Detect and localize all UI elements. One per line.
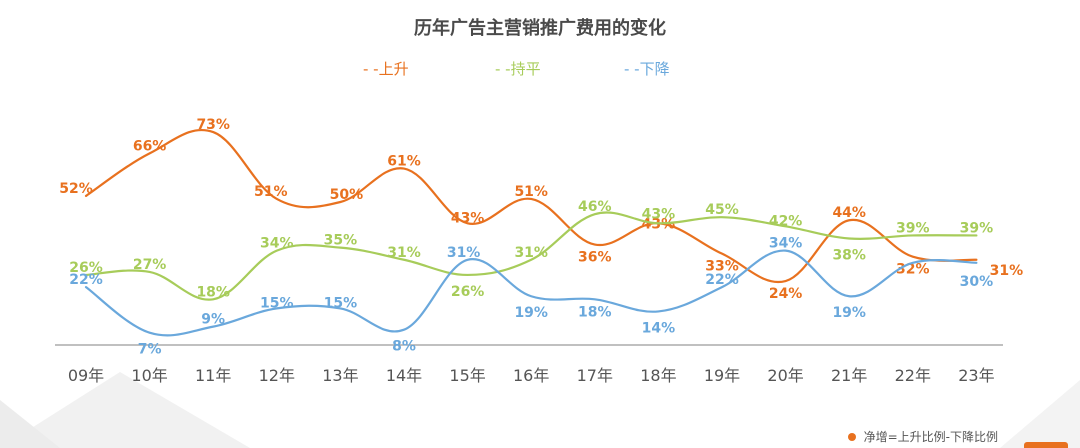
data-label-flat: 31%	[514, 245, 548, 261]
data-label-flat: 43%	[642, 206, 676, 222]
data-label-down: 22%	[69, 272, 103, 288]
x-tick-label: 14年	[386, 366, 422, 385]
x-tick-label: 13年	[322, 366, 358, 385]
data-label-down: 19%	[832, 305, 866, 321]
note-text: 净增=上升比例-下降比例	[863, 430, 998, 444]
x-tick-label: 23年	[958, 366, 994, 385]
data-label-flat: 39%	[960, 220, 994, 236]
data-label-up: 73%	[196, 117, 230, 133]
data-label-up: 61%	[387, 154, 421, 170]
x-tick-label: 19年	[704, 366, 740, 385]
legend-label-down: - -下降	[624, 60, 670, 78]
data-label-flat: 34%	[260, 236, 294, 252]
series-line-flat	[84, 211, 978, 301]
data-label-up: 33%	[705, 259, 739, 275]
x-tick-label: 11年	[195, 366, 231, 385]
data-label-up: 51%	[254, 184, 288, 200]
data-label-down: 15%	[324, 295, 358, 311]
data-label-down: 15%	[260, 295, 294, 311]
data-label-flat: 26%	[451, 284, 485, 300]
x-tick-label: 20年	[767, 366, 803, 385]
legend-item-up: - -上升	[363, 58, 409, 79]
data-label-down: 8%	[392, 339, 416, 355]
x-tick-label: 22年	[895, 366, 931, 385]
data-label-down: 18%	[578, 304, 612, 320]
x-tick-label: 15年	[449, 366, 485, 385]
legend-item-flat: - -持平	[495, 58, 541, 79]
x-tick-label: 10年	[131, 366, 167, 385]
x-tick-label: 09年	[68, 366, 104, 385]
data-label-down: 30%	[960, 274, 994, 290]
data-label-flat: 42%	[769, 213, 803, 229]
data-label-flat: 26%	[69, 260, 103, 276]
data-label-up: 24%	[769, 286, 803, 302]
data-label-flat: 27%	[133, 257, 167, 273]
data-label-up: 31%	[990, 263, 1024, 279]
net-increase-note: 净增=上升比例-下降比例	[847, 428, 998, 445]
data-label-down: 14%	[642, 320, 676, 336]
legend-label-flat: - -持平	[495, 60, 541, 78]
corner-decoration	[1024, 442, 1068, 448]
data-label-flat: 38%	[832, 247, 866, 263]
data-label-down: 19%	[514, 305, 548, 321]
legend-label-up: - -上升	[363, 60, 409, 78]
chart-title: 历年广告主营销推广费用的变化	[414, 18, 666, 39]
data-label-up: 36%	[578, 250, 612, 266]
series-line-down	[84, 249, 978, 337]
data-label-up: 32%	[896, 262, 930, 278]
data-label-flat: 46%	[578, 199, 612, 215]
data-label-flat: 35%	[324, 233, 358, 249]
chart-legend: - -上升 - -持平 - -下降	[0, 58, 1080, 80]
x-tick-label: 17年	[577, 366, 613, 385]
legend-item-down: - -下降	[624, 58, 670, 79]
data-label-down: 9%	[201, 312, 225, 328]
data-label-flat: 45%	[705, 202, 739, 218]
data-label-down: 22%	[705, 272, 739, 288]
data-label-up: 43%	[451, 210, 485, 226]
x-tick-label: 18年	[640, 366, 676, 385]
note-bullet-icon	[847, 432, 856, 441]
x-tick-label: 16年	[513, 366, 549, 385]
data-label-flat: 39%	[896, 220, 930, 236]
data-label-up: 50%	[330, 187, 364, 203]
data-label-up: 51%	[514, 184, 548, 200]
data-label-flat: 31%	[387, 245, 421, 261]
data-label-down: 34%	[769, 236, 803, 252]
data-label-down: 7%	[138, 342, 162, 358]
data-label-flat: 18%	[196, 284, 230, 300]
series-line-up	[84, 129, 978, 284]
data-label-up: 44%	[832, 205, 866, 221]
x-tick-label: 21年	[831, 366, 867, 385]
data-label-down: 31%	[447, 245, 481, 261]
x-tick-label: 12年	[259, 366, 295, 385]
data-label-up: 66%	[133, 138, 167, 154]
data-label-up: 52%	[59, 181, 93, 197]
